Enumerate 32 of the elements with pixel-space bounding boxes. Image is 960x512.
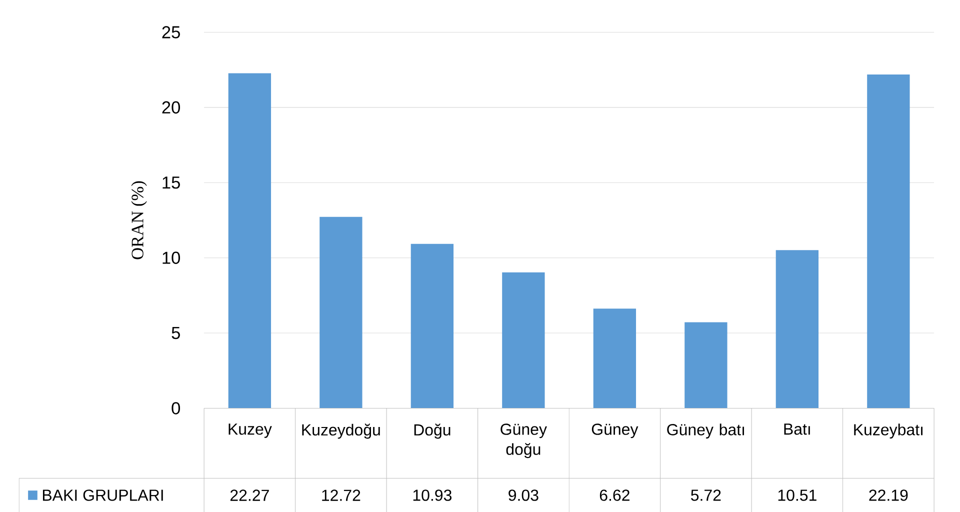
bar [410, 244, 454, 408]
y-tick-label: 0 [172, 402, 180, 414]
x-tick-label: Kuzey [228, 424, 272, 438]
y-tick-label: 15 [162, 176, 180, 189]
data-label: 5.72 [691, 490, 721, 501]
y-tick-label: 20 [162, 101, 180, 114]
x-tick-label: Güney batı [667, 424, 744, 439]
bar [776, 250, 819, 408]
bar [593, 308, 636, 408]
bar [684, 322, 728, 408]
legend-label: BAKI GRUPLARI [42, 490, 163, 501]
data-label: 6.62 [600, 490, 630, 501]
x-tick-label: Güney [592, 424, 638, 438]
data-label: 9.03 [508, 490, 538, 501]
bar [228, 73, 272, 408]
x-tick-label: Doğu [414, 424, 450, 439]
data-label: 22.19 [869, 490, 908, 501]
bar [320, 216, 362, 408]
x-tick-label: Kuzeydoğu [302, 424, 380, 439]
y-tick-label: 10 [162, 252, 180, 264]
y-tick-label: 5 [172, 326, 180, 340]
x-tick-label: Batı [784, 424, 810, 435]
y-tick-label: 25 [162, 26, 180, 38]
x-tick-label: Güney doğu [500, 424, 547, 458]
x-tick-label: Kuzeybatı [854, 424, 922, 439]
data-label: 12.72 [322, 490, 360, 501]
y-axis-title: ORAN (%) [131, 181, 147, 260]
bar [867, 74, 910, 408]
bar [502, 272, 545, 408]
data-label: 10.93 [413, 490, 452, 501]
data-label: 10.51 [778, 490, 816, 501]
data-label: 22.27 [230, 490, 269, 501]
